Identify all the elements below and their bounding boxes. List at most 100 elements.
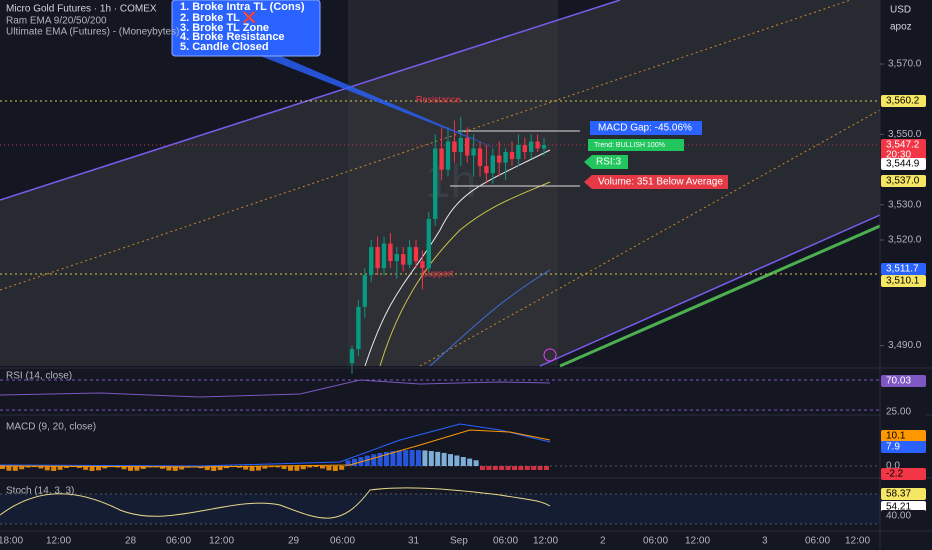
svg-text:1h: 1h — [425, 155, 476, 207]
price-label: 3,511.7 — [886, 264, 919, 275]
macd-bar — [492, 466, 498, 470]
macd-bar — [76, 466, 82, 468]
time-label: 12:00 — [46, 536, 71, 547]
indicator: Ultimate EMA (Futures) - (Moneybytes) — [6, 27, 179, 38]
candle-body — [362, 275, 367, 307]
macd-bar — [211, 466, 217, 471]
macd-bar — [371, 454, 377, 466]
y-tick-label: 3,490.0 — [888, 340, 922, 351]
macd-bar — [294, 466, 300, 471]
macd-bar — [51, 466, 57, 471]
macd-bar — [288, 466, 293, 471]
macd-bar — [326, 466, 332, 471]
symbol: Micro Gold Futures · 1h · COMEX — [6, 4, 157, 15]
candle-body — [388, 243, 393, 262]
candle-body — [516, 144, 521, 160]
time-label: 12:00 — [209, 536, 234, 547]
time-label: 31 — [408, 536, 420, 547]
price-label-bg — [881, 263, 926, 275]
stoch-value-bg — [881, 510, 926, 522]
candle-body — [394, 254, 399, 262]
macd-bar — [409, 450, 415, 466]
price-label: 3,560.2 — [886, 96, 920, 107]
macd-bar — [57, 466, 63, 470]
candle-body — [420, 261, 425, 269]
candle-body — [445, 141, 451, 170]
macd-bar — [422, 450, 428, 466]
macd-bar — [96, 466, 101, 471]
rsi-label: RSI:3 — [596, 157, 621, 168]
currency[interactable]: USD — [890, 5, 911, 16]
price-label-bg — [881, 95, 926, 107]
callout-item: 2. Broke TL ❌ — [180, 11, 257, 24]
macd-bar — [44, 466, 50, 471]
macd-value: 7.9 — [886, 442, 900, 453]
candle-body — [381, 243, 387, 269]
pane-title: MACD (9, 20, close) — [6, 422, 96, 433]
resistance-label: Resistance — [416, 94, 461, 104]
account[interactable]: apoz — [890, 22, 912, 33]
macd-bar — [454, 455, 460, 466]
macd-bar — [524, 466, 530, 470]
pane-title: RSI (14, close) — [6, 371, 72, 382]
candle-body — [484, 166, 489, 174]
candle-body — [458, 137, 463, 153]
time-label: 06:00 — [643, 536, 668, 547]
macd-bar — [435, 451, 441, 466]
macd-bar — [0, 466, 5, 469]
candle-body — [401, 254, 406, 265]
y-tick-label: 3,570.0 — [888, 59, 922, 70]
rsi-value: 70.03 — [886, 376, 911, 387]
time-label: 29 — [288, 536, 300, 547]
rsi-value: 25.00 — [886, 407, 911, 418]
macd-bar — [512, 466, 517, 470]
y-tick-label: 3,530.0 — [888, 199, 922, 210]
price-label: 3,547.2 — [886, 140, 920, 151]
candle-body — [439, 148, 444, 170]
macd-value-bg — [881, 430, 926, 442]
macd-bar — [140, 466, 146, 469]
callout-item: 4. Broke Resistance — [180, 31, 285, 43]
price-label-bg — [881, 139, 926, 151]
macd-bar — [307, 466, 313, 468]
candle-body — [471, 148, 476, 156]
stoch-value-bg — [881, 488, 926, 500]
macd-bar — [25, 466, 31, 468]
price-label-bg — [881, 275, 926, 287]
macd-value: 0.0 — [886, 461, 900, 472]
callout-item: 5. Candle Closed — [180, 41, 269, 53]
macd-bar — [262, 466, 268, 469]
macd-bar — [64, 466, 69, 468]
rsi-value-bg — [881, 406, 926, 418]
macd-bar — [89, 466, 95, 471]
macd-bar — [384, 451, 389, 466]
macd-value-bg — [881, 468, 926, 480]
macd-value-bg — [881, 441, 926, 453]
candle-body — [433, 148, 438, 219]
macd-bar — [339, 466, 345, 470]
price-label-bg — [881, 158, 926, 170]
macd-bar — [121, 466, 127, 470]
candle-body — [349, 349, 355, 364]
stoch-value: 58.37 — [886, 489, 911, 500]
price-label: 3,510.1 — [886, 276, 920, 287]
candle-body — [426, 218, 431, 269]
callout-item: 1. Broke Intra TL (Cons) — [180, 1, 305, 13]
candle-body — [503, 152, 508, 163]
macd-bar — [134, 466, 140, 471]
macd-value: -2.2 — [886, 469, 904, 480]
macd-bar — [268, 466, 274, 468]
candle-body — [529, 141, 534, 153]
rsi-value-bg — [881, 375, 926, 387]
macd-bar — [499, 466, 505, 470]
macd-bar — [352, 458, 357, 466]
macd-bar — [179, 466, 185, 470]
candle-body — [356, 306, 361, 350]
macd-bar — [403, 450, 409, 466]
stoch-value: 54.21 — [886, 502, 911, 513]
macd-bar — [102, 466, 108, 469]
macd-bar — [243, 466, 249, 470]
stoch-value: 40.00 — [886, 511, 911, 522]
